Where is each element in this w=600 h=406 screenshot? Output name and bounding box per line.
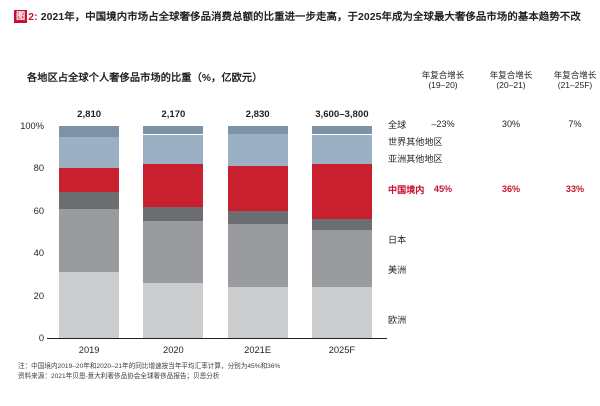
footnote-1: 注：中国境内2019–20年和2020–21年的同比增速按当年平均汇率计算，分别… [18, 363, 281, 370]
bar-segment-亚洲其他地区[interactable] [227, 134, 288, 167]
bar-column-2019[interactable]: 2,810 2019 [59, 109, 120, 355]
x-tick-label-2020: 2020 [163, 345, 184, 355]
bar-segment-美洲[interactable] [59, 208, 120, 273]
bar-segment-美洲[interactable] [227, 223, 288, 288]
bar-column-2025F[interactable]: 3,600–3,800 2025F [311, 109, 372, 355]
bar-segment-美洲[interactable] [143, 221, 204, 283]
bar-segment-日本[interactable] [59, 191, 120, 209]
bar-column-2020[interactable]: 2,170 2020 [143, 109, 204, 355]
x-tick-label-2021E: 2021E [244, 345, 272, 355]
y-tick-60: 60 [33, 205, 44, 216]
table-header-line1: 年复合增长 [489, 70, 533, 80]
y-tick-0: 0 [38, 333, 44, 343]
table-header-line2: (20–21) [496, 80, 526, 91]
table-row-label-欧洲: 欧洲 [388, 315, 407, 325]
bar-total-label: 2,170 [161, 109, 186, 120]
x-tick-label-2019: 2019 [78, 345, 100, 355]
table-cell: 36% [501, 184, 521, 194]
bar-total-label: 2,810 [77, 109, 102, 120]
bar-segment-美洲[interactable] [311, 229, 372, 288]
table-row-label-美洲: 美洲 [388, 265, 407, 275]
bar-total-label: 2,830 [245, 109, 270, 120]
table-header-3: 年复合增长 (21–25F) [544, 70, 600, 91]
bar-segment-日本[interactable] [143, 206, 204, 222]
bar-segment-日本[interactable] [311, 219, 372, 230]
table-header-line2: (19–20) [428, 80, 458, 91]
y-tick-40: 40 [33, 248, 44, 259]
table-header-2: 年复合增长 (20–21) [480, 70, 542, 91]
bar-segment-日本[interactable] [227, 210, 288, 224]
chart-plot-area: 2,810 2019 2,170 2020 2,830 2021E 3,600–3,800 2… [47, 109, 384, 355]
footnotes: 注：中国境内2019–20年和2020–21年的同比增速按当年平均汇率计算，分别… [18, 362, 438, 383]
figure-header: 图 2: 2021年，中国境内市场占全球奢侈品消费总额的比重进一步走高，于2025年… [14, 9, 588, 26]
bar-segment-中国境内[interactable] [143, 164, 204, 207]
bar-segment-世界其他地区[interactable] [311, 126, 372, 135]
footnote-2: 资料来源：2021年贝恩-意大利奢侈品协会全球奢侈品报告；贝恩分析 [18, 373, 220, 381]
bar-segment-中国境内[interactable] [227, 166, 288, 211]
cagr-table: 年复合增长 (19–20) 年复合增长 (20–21) 年复合增长 (21–25F) 全球 –… [388, 70, 596, 338]
bar-segment-世界其他地区[interactable] [227, 126, 288, 135]
table-cell: –23% [431, 119, 455, 129]
table-cell: 30% [501, 119, 521, 129]
table-row-label-全球: 全球 [388, 120, 407, 130]
table-header-line1: 年复合增长 [553, 70, 597, 80]
table-row-label-亚洲其他地区: 亚洲其他地区 [388, 154, 443, 164]
bar-segment-世界其他地区[interactable] [59, 126, 120, 137]
table-cell: 7% [568, 119, 582, 129]
table-row-label-中国境内: 中国境内 [388, 185, 425, 195]
bar-segment-欧洲[interactable] [143, 282, 204, 338]
bar-segment-中国境内[interactable] [311, 164, 372, 220]
figure-number: 2: [28, 12, 38, 23]
bar-segment-世界其他地区[interactable] [143, 126, 204, 135]
bar-segment-亚洲其他地区[interactable] [143, 134, 204, 165]
bar-segment-欧洲[interactable] [311, 287, 372, 338]
table-header-line1: 年复合增长 [421, 70, 465, 80]
chart-title: 各地区占全球个人奢侈品市场的比重（%，亿欧元） [27, 73, 263, 84]
y-axis: 0 20 40 60 80 100% [0, 0, 44, 406]
table-row-label-日本: 日本 [388, 235, 407, 245]
figure-badge: 图 [14, 10, 28, 23]
bar-segment-欧洲[interactable] [227, 287, 288, 338]
y-tick-20: 20 [33, 290, 44, 301]
x-tick-label-2025F: 2025F [328, 345, 356, 355]
y-tick-100%: 100% [20, 121, 44, 131]
table-cell: 45% [433, 184, 453, 194]
bar-segment-欧洲[interactable] [59, 272, 120, 338]
table-cell: 33% [565, 184, 585, 194]
figure-headline: 2021年，中国境内市场占全球奢侈品消费总额的比重进一步走高，于2025年成为全… [40, 12, 581, 23]
table-row-label-世界其他地区: 世界其他地区 [388, 137, 443, 147]
table-header-line2: (21–25F) [557, 80, 593, 91]
y-tick-80: 80 [33, 163, 44, 174]
bar-segment-中国境内[interactable] [59, 168, 120, 192]
bar-column-2021E[interactable]: 2,830 2021E [227, 109, 288, 355]
x-axis-line [47, 338, 387, 340]
table-header-1: 年复合增长 (19–20) [412, 70, 474, 91]
bar-segment-亚洲其他地区[interactable] [311, 134, 372, 165]
bar-segment-亚洲其他地区[interactable] [59, 136, 120, 169]
bar-total-label: 3,600–3,800 [315, 109, 369, 120]
